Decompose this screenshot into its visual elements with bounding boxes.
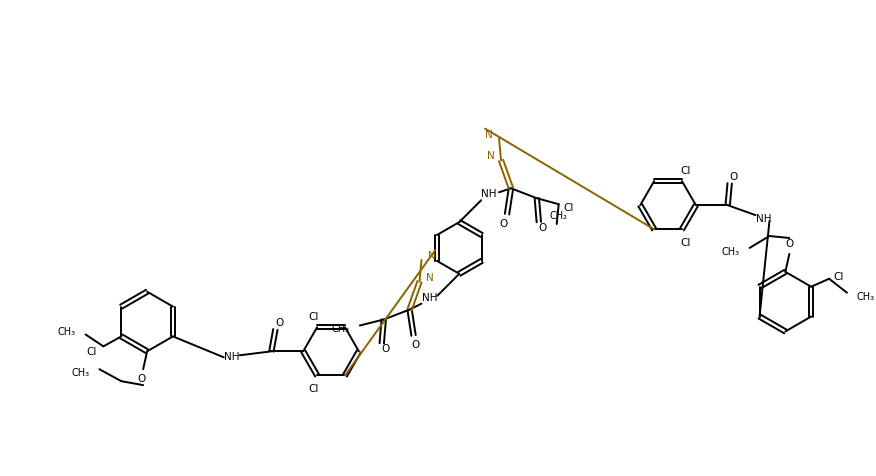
Text: O: O	[412, 340, 420, 350]
Text: NH: NH	[482, 189, 497, 199]
Text: N: N	[487, 151, 495, 161]
Text: CH₃: CH₃	[857, 292, 875, 302]
Text: Cl: Cl	[681, 238, 691, 248]
Text: O: O	[730, 172, 738, 182]
Text: Cl: Cl	[563, 203, 574, 213]
Text: NH: NH	[421, 293, 437, 303]
Text: CH₃: CH₃	[722, 247, 739, 257]
Text: NH: NH	[224, 352, 239, 362]
Text: O: O	[539, 223, 547, 233]
Text: N: N	[485, 129, 493, 139]
Text: Cl: Cl	[834, 272, 844, 282]
Text: Cl: Cl	[308, 312, 318, 322]
Text: CH₃: CH₃	[71, 368, 89, 378]
Text: Cl: Cl	[308, 384, 318, 394]
Text: O: O	[382, 344, 390, 354]
Text: O: O	[137, 374, 145, 384]
Text: CH₃: CH₃	[58, 327, 75, 337]
Text: NH: NH	[756, 214, 771, 224]
Text: CH₃: CH₃	[332, 325, 350, 335]
Text: N: N	[426, 273, 434, 283]
Text: O: O	[499, 219, 507, 229]
Text: O: O	[785, 239, 794, 249]
Text: Cl: Cl	[681, 166, 691, 176]
Text: O: O	[275, 318, 284, 328]
Text: CH₂: CH₂	[550, 211, 568, 221]
Text: Cl: Cl	[87, 347, 96, 357]
Text: N: N	[427, 251, 435, 261]
